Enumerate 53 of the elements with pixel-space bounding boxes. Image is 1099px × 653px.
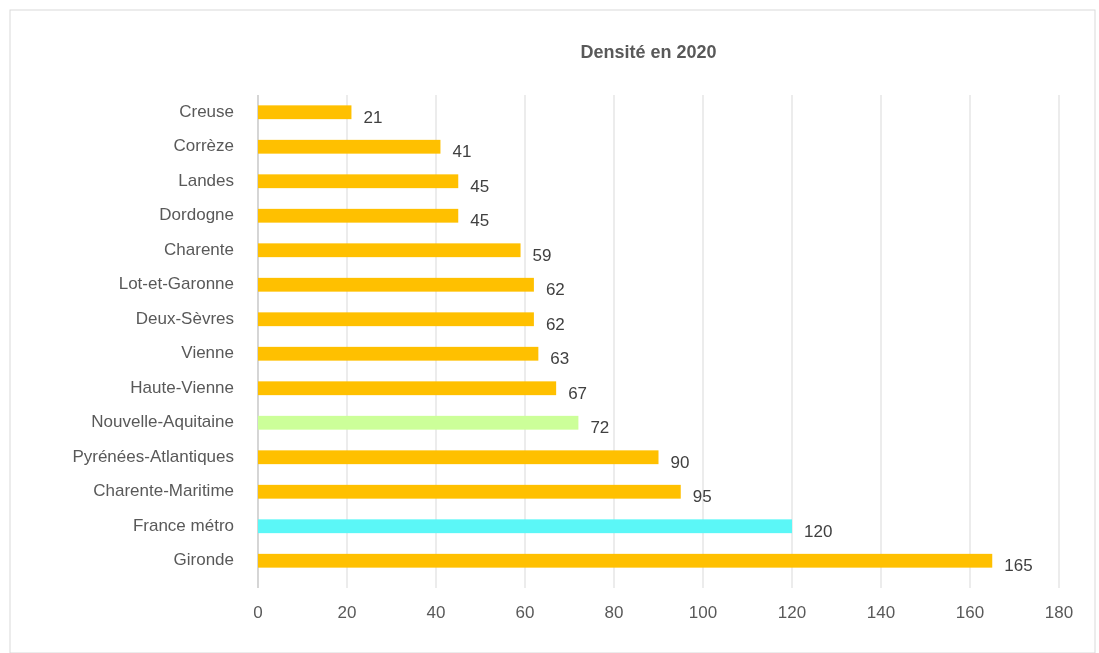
x-tick-label: 180 — [1044, 603, 1074, 622]
data-label: 165 — [1004, 556, 1033, 576]
bar — [258, 450, 659, 465]
bar — [258, 174, 459, 189]
bar — [258, 484, 681, 499]
bar — [258, 415, 579, 430]
data-label: 63 — [550, 349, 570, 369]
y-tick-label: Lot-et-Garonne — [118, 274, 234, 294]
data-label: 21 — [363, 107, 383, 127]
y-tick-label: Dordogne — [159, 205, 234, 225]
bar — [258, 312, 534, 327]
y-tick-label: Charente-Maritime — [93, 481, 234, 501]
data-label: 120 — [804, 521, 833, 541]
bar — [258, 381, 557, 396]
chart-title: Densité en 2020 — [580, 42, 717, 62]
bar — [258, 243, 521, 258]
y-tick-label: Nouvelle-Aquitaine — [91, 412, 234, 432]
x-tick-label: 100 — [688, 603, 718, 622]
data-label: 90 — [670, 452, 690, 472]
bar — [258, 139, 441, 154]
data-label: 62 — [545, 280, 565, 300]
bar — [258, 346, 539, 361]
data-label: 45 — [470, 176, 490, 196]
x-tick-label: 120 — [777, 603, 807, 622]
x-tick-label: 40 — [426, 603, 446, 622]
x-tick-label: 0 — [253, 603, 263, 622]
y-tick-label: Haute-Vienne — [130, 377, 234, 397]
bar — [258, 208, 459, 223]
y-tick-label: France métro — [132, 515, 234, 535]
y-tick-label: Charente — [164, 239, 234, 259]
y-tick-label: Landes — [178, 170, 234, 190]
x-tick-label: 80 — [604, 603, 624, 622]
y-tick-label: Pyrénées-Atlantiques — [72, 446, 234, 466]
bar — [258, 519, 792, 534]
bar — [258, 553, 993, 568]
data-label: 95 — [692, 487, 712, 507]
y-tick-label: Corrèze — [173, 136, 234, 156]
x-tick-label: 60 — [515, 603, 535, 622]
data-label: 67 — [568, 383, 588, 403]
y-tick-label: Creuse — [179, 101, 234, 121]
y-tick-label: Deux-Sèvres — [135, 308, 234, 328]
data-label: 62 — [545, 314, 565, 334]
x-tick-label: 160 — [955, 603, 985, 622]
y-tick-label: Gironde — [173, 550, 234, 570]
x-tick-label: 140 — [866, 603, 896, 622]
bar — [258, 277, 534, 292]
data-label: 41 — [452, 142, 472, 162]
bar — [258, 105, 352, 120]
x-tick-label: 20 — [337, 603, 357, 622]
data-label: 45 — [470, 211, 490, 231]
data-label: 59 — [532, 245, 552, 265]
y-tick-label: Vienne — [181, 343, 234, 363]
data-label: 72 — [590, 418, 610, 438]
